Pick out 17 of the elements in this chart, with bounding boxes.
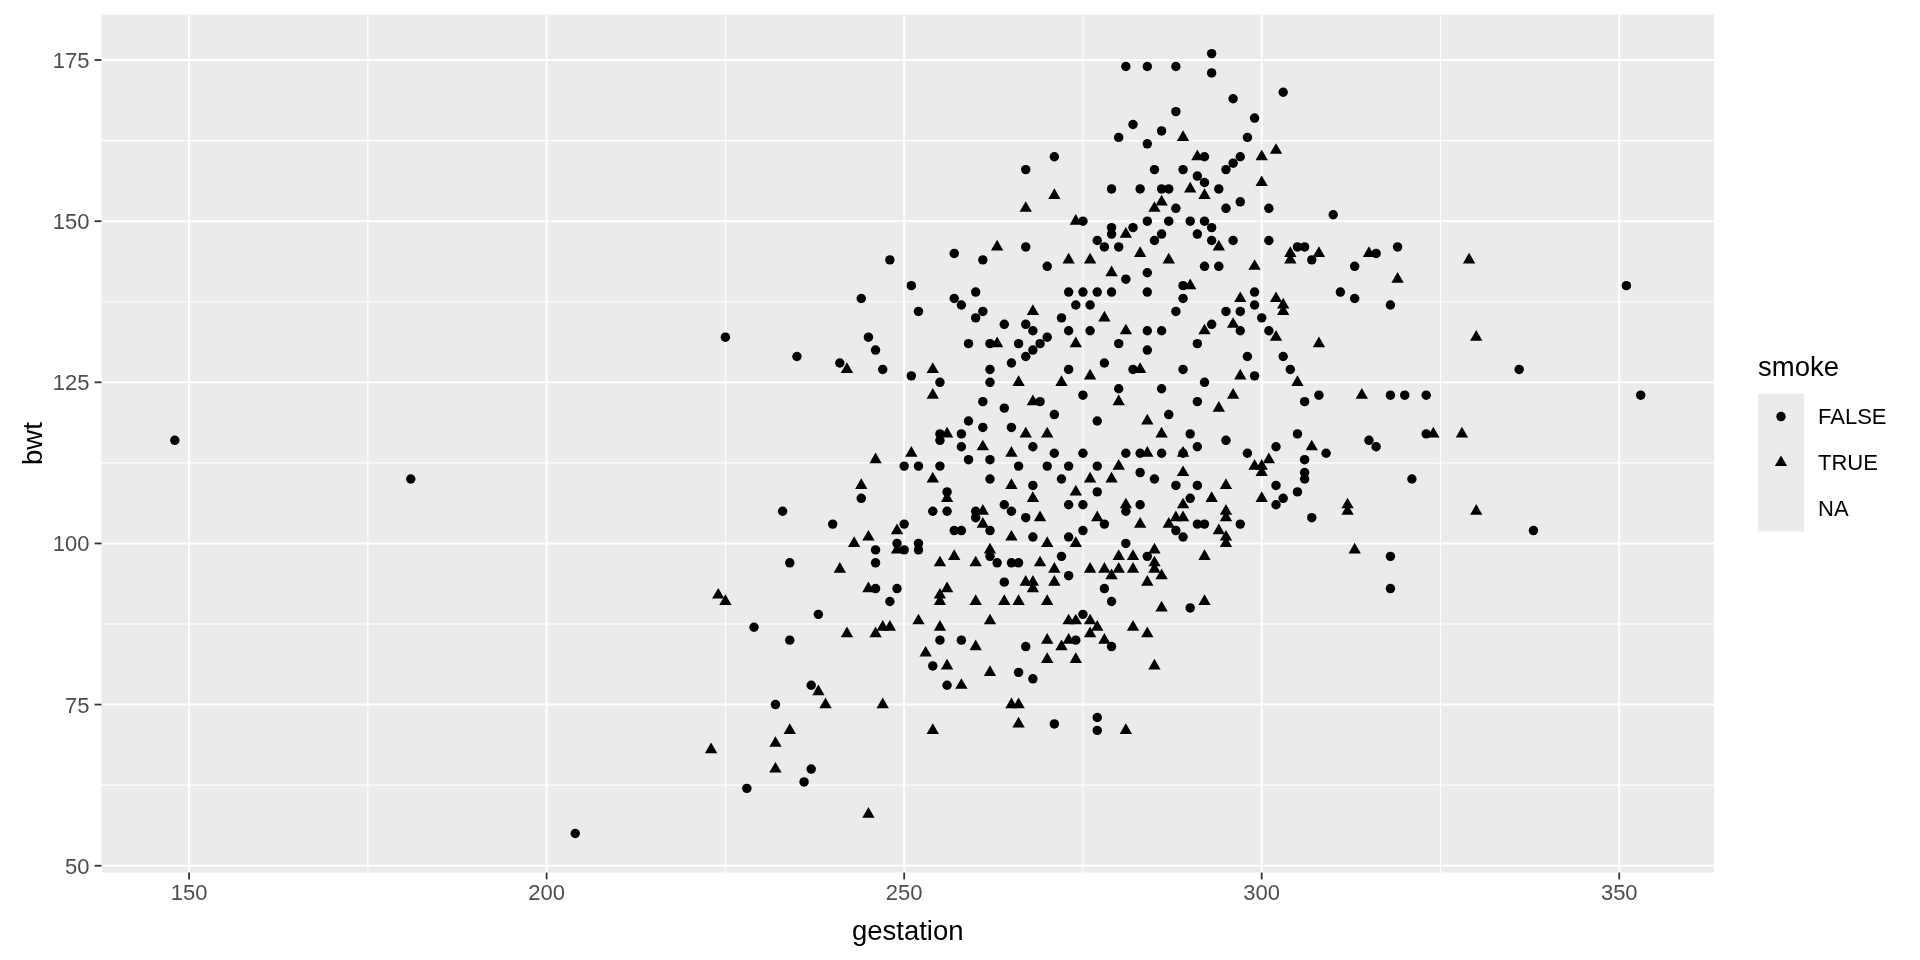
x-tick-label: 150 <box>170 880 208 906</box>
y-tick-label: 50 <box>65 853 90 879</box>
y-tick-label: 75 <box>65 692 90 718</box>
x-tick-label: 250 <box>885 880 923 906</box>
y-axis-title: bwt <box>17 421 48 465</box>
y-tick-label: 100 <box>52 531 90 557</box>
x-axis-title: gestation <box>851 915 964 946</box>
x-tick-label: 200 <box>528 880 565 906</box>
y-tick-label: 175 <box>52 47 90 73</box>
legend-title: smoke <box>1758 350 1839 382</box>
legend-label: FALSE <box>1818 404 1887 430</box>
y-tick-label: 150 <box>52 209 90 235</box>
x-tick-label: 300 <box>1243 880 1281 906</box>
x-tick-label: 350 <box>1600 880 1638 906</box>
text: NA <box>1818 496 1849 522</box>
y-tick-label: 125 <box>52 370 90 396</box>
legend-label: TRUE <box>1818 450 1878 476</box>
